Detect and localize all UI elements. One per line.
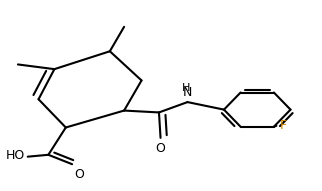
Text: H: H bbox=[182, 83, 190, 93]
Text: O: O bbox=[156, 142, 166, 155]
Text: O: O bbox=[75, 168, 85, 181]
Text: N: N bbox=[183, 86, 192, 99]
Text: F: F bbox=[279, 119, 287, 132]
Text: HO: HO bbox=[6, 149, 25, 162]
